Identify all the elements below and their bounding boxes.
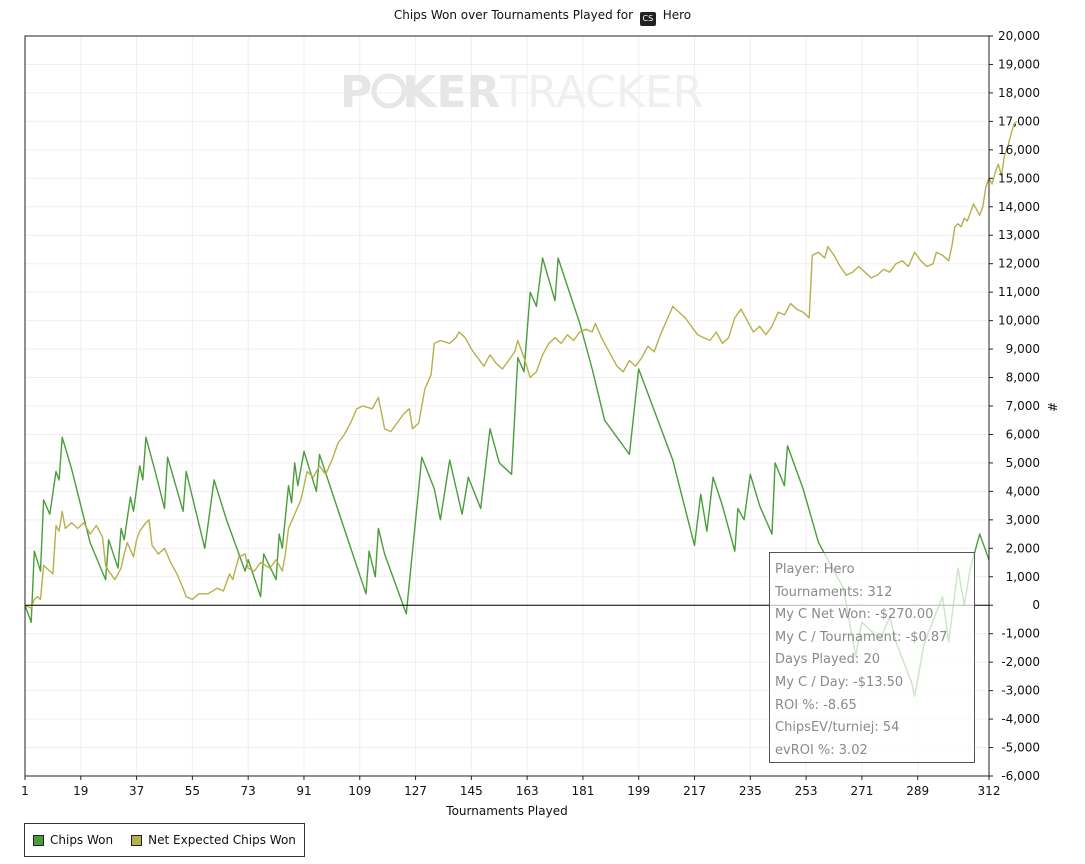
chart-title: Chips Won over Tournaments Played for CS… bbox=[0, 8, 1085, 26]
stat-player: Player: Hero bbox=[775, 562, 855, 577]
x-tick-label: 235 bbox=[739, 784, 762, 798]
y-tick-label: 17,000 bbox=[998, 114, 1040, 128]
y-tick-label: 8,000 bbox=[1006, 371, 1040, 385]
y-tick-label: 18,000 bbox=[998, 86, 1040, 100]
stat-per-day: My C / Day: -$13.50 bbox=[775, 674, 904, 690]
y-tick-label: 12,000 bbox=[998, 257, 1040, 271]
watermark-part3: TRACKER bbox=[499, 67, 703, 118]
x-tick-label: 1 bbox=[21, 784, 29, 798]
y-tick-label: -2,000 bbox=[1001, 655, 1040, 669]
x-tick-label: 312 bbox=[978, 784, 1001, 798]
y-tick-label: 4,000 bbox=[1006, 484, 1040, 498]
y-tick-label: -4,000 bbox=[1001, 712, 1040, 726]
y-tick-label: 19,000 bbox=[998, 57, 1040, 71]
watermark-part1: P bbox=[340, 67, 372, 118]
chart-title-text: Chips Won over Tournaments Played for bbox=[393, 8, 634, 22]
y-tick-label: 2,000 bbox=[1006, 541, 1040, 555]
y-tick-label: -1,000 bbox=[1001, 627, 1040, 641]
legend-item-net-expected[interactable]: Net Expected Chips Won bbox=[131, 833, 296, 847]
legend-swatch-net-expected bbox=[131, 834, 143, 846]
stat-roi: ROI %: -8.65 bbox=[775, 697, 857, 713]
y-tick-label: 6,000 bbox=[1006, 427, 1040, 441]
y-tick-label: 11,000 bbox=[998, 285, 1040, 299]
series-line-net-expected bbox=[24, 120, 1018, 609]
y-tick-label: 16,000 bbox=[998, 143, 1040, 157]
stat-evroi: evROI %: 3.02 bbox=[775, 742, 868, 758]
x-tick-label: 199 bbox=[627, 784, 650, 798]
series-group bbox=[24, 120, 1018, 697]
x-tick-label: 127 bbox=[404, 784, 427, 798]
x-tick-label: 37 bbox=[129, 784, 144, 798]
watermark-part2: KER bbox=[402, 67, 500, 118]
stat-chipsev: ChipsEV/turniej: 54 bbox=[775, 720, 900, 736]
y-tick-label: 1,000 bbox=[1006, 570, 1040, 584]
x-tick-label: 217 bbox=[683, 784, 706, 798]
y-axis: -6,000 -5,000 -4,000 -3,000 -2,000 -1,000 0 1,0… bbox=[989, 29, 1040, 783]
y-axis-label: # bbox=[1046, 402, 1060, 412]
legend-label-chips-won: Chips Won bbox=[50, 833, 114, 847]
legend-swatch-chips-won bbox=[33, 834, 44, 846]
x-tick-label: 163 bbox=[516, 784, 539, 798]
player-site-icon: CS bbox=[639, 12, 656, 26]
y-tick-label: -3,000 bbox=[1001, 684, 1040, 698]
x-axis: 1 19 37 55 73 91 109 127 145 163 181 199 217 235 253 27… bbox=[21, 776, 1000, 798]
y-tick-label: 3,000 bbox=[1006, 513, 1040, 527]
pokertracker-watermark: P KERTRACKER bbox=[340, 67, 703, 118]
x-tick-label: 109 bbox=[348, 784, 371, 798]
x-tick-label: 73 bbox=[241, 784, 256, 798]
y-tick-label: 5,000 bbox=[1006, 456, 1040, 470]
x-axis-label: Tournaments Played bbox=[445, 804, 567, 818]
y-tick-label: 20,000 bbox=[998, 29, 1040, 43]
y-tick-label: 9,000 bbox=[1006, 342, 1040, 356]
x-tick-label: 91 bbox=[296, 784, 311, 798]
legend: Chips Won Net Expected Chips Won bbox=[24, 823, 305, 857]
y-tick-label: 10,000 bbox=[998, 314, 1040, 328]
x-tick-label: 289 bbox=[906, 784, 929, 798]
watermark-chip-icon bbox=[371, 73, 407, 109]
y-tick-label: -6,000 bbox=[1001, 769, 1040, 783]
x-tick-label: 145 bbox=[460, 784, 483, 798]
y-tick-label: 13,000 bbox=[998, 228, 1040, 242]
chart-title-player: Hero bbox=[662, 8, 692, 22]
stats-box: Player: Hero Tournaments: 312 My C Net W… bbox=[769, 552, 975, 763]
x-tick-label: 181 bbox=[571, 784, 594, 798]
y-tick-label: 15,000 bbox=[998, 171, 1040, 185]
stat-days-played: Days Played: 20 bbox=[775, 652, 880, 668]
stat-per-tournament: My C / Tournament: -$0.87 bbox=[775, 629, 948, 645]
series-line-chips-won bbox=[24, 257, 990, 697]
x-tick-label: 253 bbox=[795, 784, 818, 798]
x-tick-label: 271 bbox=[850, 784, 873, 798]
stat-net-won: My C Net Won: -$270.00 bbox=[775, 607, 934, 623]
legend-label-net-expected: Net Expected Chips Won bbox=[148, 833, 296, 847]
stat-tournaments: Tournaments: 312 bbox=[775, 584, 893, 600]
x-tick-label: 19 bbox=[73, 784, 88, 798]
y-tick-label: 7,000 bbox=[1006, 399, 1040, 413]
y-tick-label: 14,000 bbox=[998, 200, 1040, 214]
x-tick-label: 55 bbox=[185, 784, 200, 798]
y-tick-label: 0 bbox=[1032, 598, 1040, 612]
y-tick-label: -5,000 bbox=[1001, 741, 1040, 755]
legend-item-chips-won[interactable]: Chips Won bbox=[33, 833, 113, 847]
